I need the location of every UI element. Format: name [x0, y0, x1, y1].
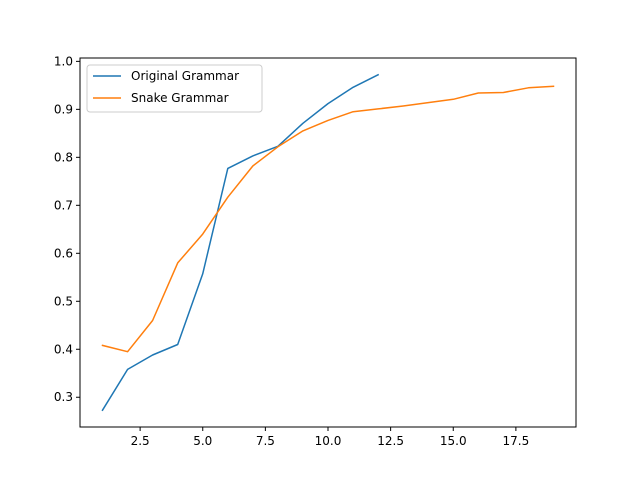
y-tick-label: 0.6 — [54, 246, 73, 260]
legend-label: Snake Grammar — [131, 91, 229, 105]
y-tick-label: 0.7 — [54, 198, 73, 212]
x-tick-label: 2.5 — [131, 434, 150, 448]
y-tick-label: 0.8 — [54, 150, 73, 164]
y-tick-label: 0.5 — [54, 294, 73, 308]
y-tick-label: 1.0 — [54, 54, 73, 68]
x-axis: 2.5 5.0 7.5 10.0 12.5 15.0 17.5 — [131, 427, 530, 448]
x-tick-label: 5.0 — [193, 434, 212, 448]
y-tick-label: 0.9 — [54, 102, 73, 116]
plot-frame — [79, 57, 577, 428]
x-tick-label: 15.0 — [440, 434, 467, 448]
x-tick-label: 7.5 — [256, 434, 275, 448]
series-line-original-grammar — [101, 73, 380, 412]
x-tick-label: 17.5 — [503, 434, 530, 448]
y-tick-label: 0.4 — [54, 342, 73, 356]
legend-label: Original Grammar — [131, 69, 239, 83]
x-tick-label: 12.5 — [377, 434, 404, 448]
y-tick-label: 0.3 — [54, 390, 73, 404]
series-layer — [101, 73, 555, 412]
legend: Original Grammar Snake Grammar — [86, 64, 263, 113]
x-tick-label: 10.0 — [315, 434, 342, 448]
y-axis: 0.3 0.4 0.5 0.6 0.7 0.8 0.9 1.0 — [54, 54, 80, 404]
legend-box — [86, 64, 263, 113]
series-line-snake-grammar — [101, 85, 555, 353]
